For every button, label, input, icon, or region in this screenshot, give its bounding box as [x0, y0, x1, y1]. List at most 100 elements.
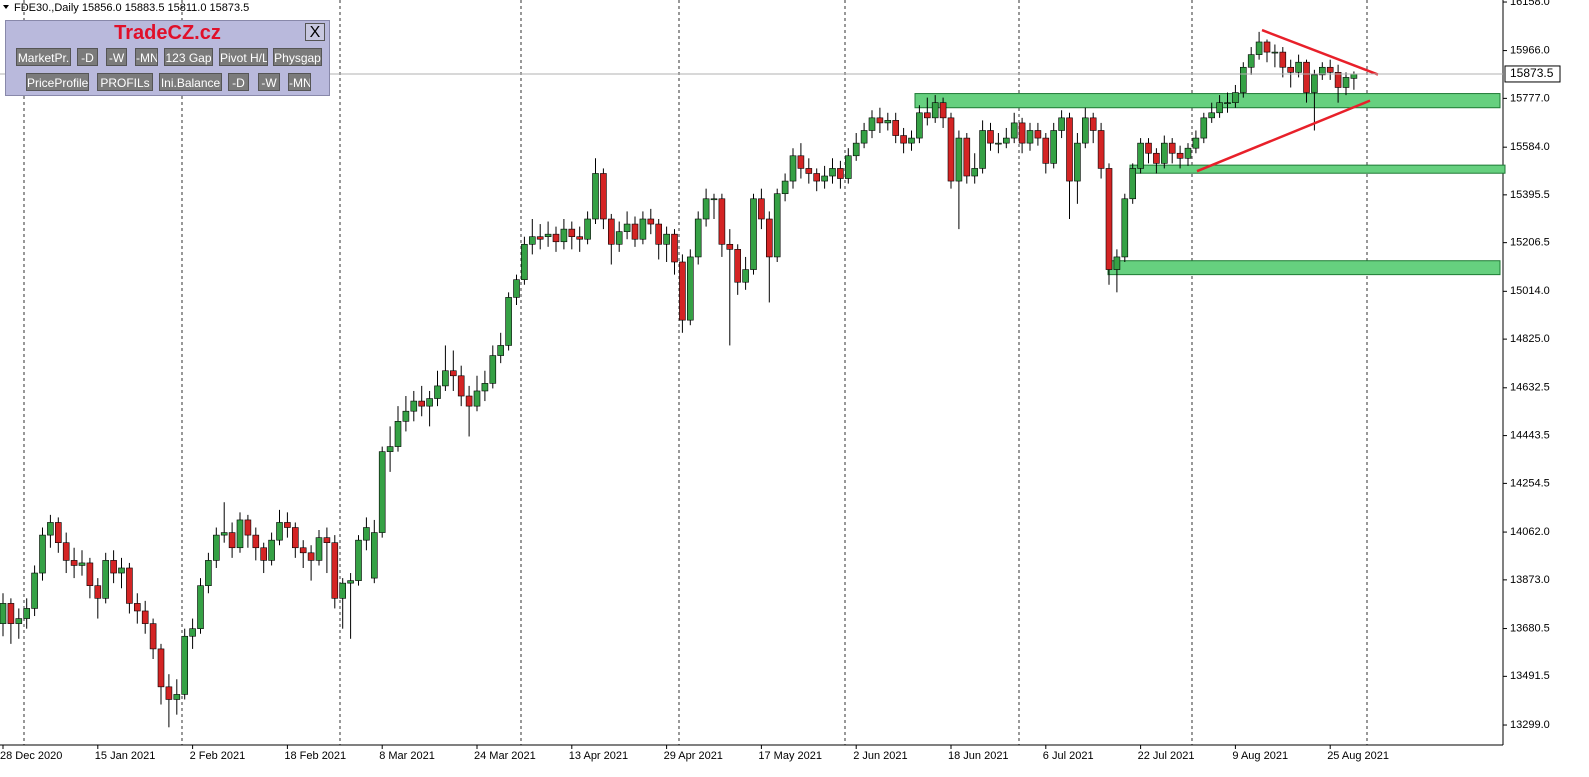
candle-body [1002, 137, 1010, 144]
candle-body [402, 410, 410, 422]
candle-body [94, 585, 102, 599]
candle-body [1208, 112, 1215, 119]
candle-body [1161, 142, 1168, 164]
candle-body [276, 522, 283, 541]
candle-body [995, 142, 1002, 145]
candle-body [528, 236, 536, 245]
panel-button[interactable]: -D [77, 48, 98, 66]
candle-body [31, 572, 38, 609]
candle-body [1311, 74, 1318, 93]
panel-button[interactable]: PROFILs [97, 73, 153, 91]
candle-body [394, 421, 402, 447]
candle-body [1089, 117, 1097, 131]
candle-body [916, 112, 923, 139]
panel-button[interactable]: PriceProfile [26, 73, 89, 91]
panel-button[interactable]: -D [228, 73, 249, 91]
candle-body [1200, 117, 1208, 139]
candle-body [639, 218, 647, 240]
candle-body [955, 137, 963, 182]
y-tick-label: 14443.5 [1510, 430, 1550, 442]
candle-body [971, 168, 979, 177]
candle-body [592, 173, 599, 220]
candle-body [331, 542, 339, 599]
close-button[interactable]: X [305, 23, 325, 41]
x-tick-label: 24 Mar 2021 [474, 750, 536, 762]
x-tick-label: 2 Jun 2021 [853, 750, 907, 762]
candle-body [339, 582, 347, 599]
panel-button[interactable]: Pivot H/L [219, 48, 268, 66]
candle-body [157, 648, 165, 688]
panel-button[interactable]: MarketPr. [16, 48, 71, 66]
candle-body [370, 532, 378, 579]
candle-body [1287, 66, 1294, 73]
candle-body [47, 522, 54, 536]
candle-body [1137, 142, 1144, 169]
candle-body [1018, 122, 1026, 144]
candle-body [521, 243, 528, 280]
candle-body [726, 243, 734, 250]
panel-button[interactable]: -MN [135, 48, 158, 66]
candle-body [987, 130, 994, 144]
candle-body [876, 117, 884, 124]
candle-body [979, 130, 986, 169]
tool-panel: TradeCZ.cz X MarketPr. -D -W -MN 123 Gap Pivo… [5, 20, 330, 96]
candle-body [134, 603, 141, 612]
candle-body [1232, 92, 1239, 103]
y-tick-label: 13680.5 [1510, 622, 1550, 634]
candle-body [623, 223, 631, 232]
candle-body [789, 155, 797, 182]
panel-button[interactable]: Ini.Balance [159, 73, 222, 91]
price-marker-label: 15873.5 [1510, 66, 1554, 80]
trendline [1196, 99, 1371, 173]
candle-body [1074, 142, 1081, 182]
candle-body [347, 580, 354, 584]
panel-button[interactable]: 123 Gap [164, 48, 213, 66]
y-tick-label: 13873.0 [1510, 574, 1550, 586]
y-tick-label: 15777.0 [1510, 92, 1550, 104]
candle-body [734, 249, 742, 283]
high-label: 15883.5 [125, 2, 165, 14]
y-tick-label: 16158.0 [1510, 0, 1550, 8]
panel-button[interactable]: Physgap [273, 48, 322, 66]
x-tick-label: 17 May 2021 [758, 750, 822, 762]
candle-body [655, 223, 663, 245]
panel-button[interactable]: -W [106, 48, 127, 66]
candle-body [860, 130, 868, 144]
candle-body [710, 198, 718, 201]
y-tick-label: 14062.0 [1510, 526, 1550, 538]
candle-body [702, 198, 710, 220]
candle-body [884, 120, 892, 124]
candle-body [1240, 66, 1247, 93]
candle-body [765, 218, 773, 258]
candle-body [165, 686, 173, 700]
candle-body [54, 522, 62, 543]
candle-body [1129, 168, 1136, 200]
candle-body [0, 603, 7, 624]
candle-body [750, 198, 757, 270]
candle-body [900, 135, 907, 144]
candle-body [363, 527, 370, 541]
candle-body [1168, 142, 1176, 154]
candle-body [931, 102, 939, 119]
candle-body [307, 552, 315, 561]
candle-body [892, 120, 900, 136]
candle-body [963, 137, 971, 177]
candle-body [718, 198, 726, 245]
candle-body [386, 446, 394, 452]
candle-body [1342, 77, 1350, 88]
candle-body [679, 261, 686, 321]
panel-button[interactable]: -MN [288, 73, 311, 91]
candle-body [829, 168, 836, 177]
candle-body [1105, 168, 1113, 270]
candle-body [552, 233, 560, 243]
y-tick-label: 15584.0 [1510, 141, 1550, 153]
candle-body [600, 173, 607, 220]
x-tick-label: 18 Jun 2021 [948, 750, 1009, 762]
candle-body [110, 560, 117, 574]
panel-button[interactable]: -W [258, 73, 280, 91]
price-marker [1504, 65, 1561, 83]
close-label: 15873.5 [210, 2, 250, 14]
candle-body [205, 560, 212, 586]
